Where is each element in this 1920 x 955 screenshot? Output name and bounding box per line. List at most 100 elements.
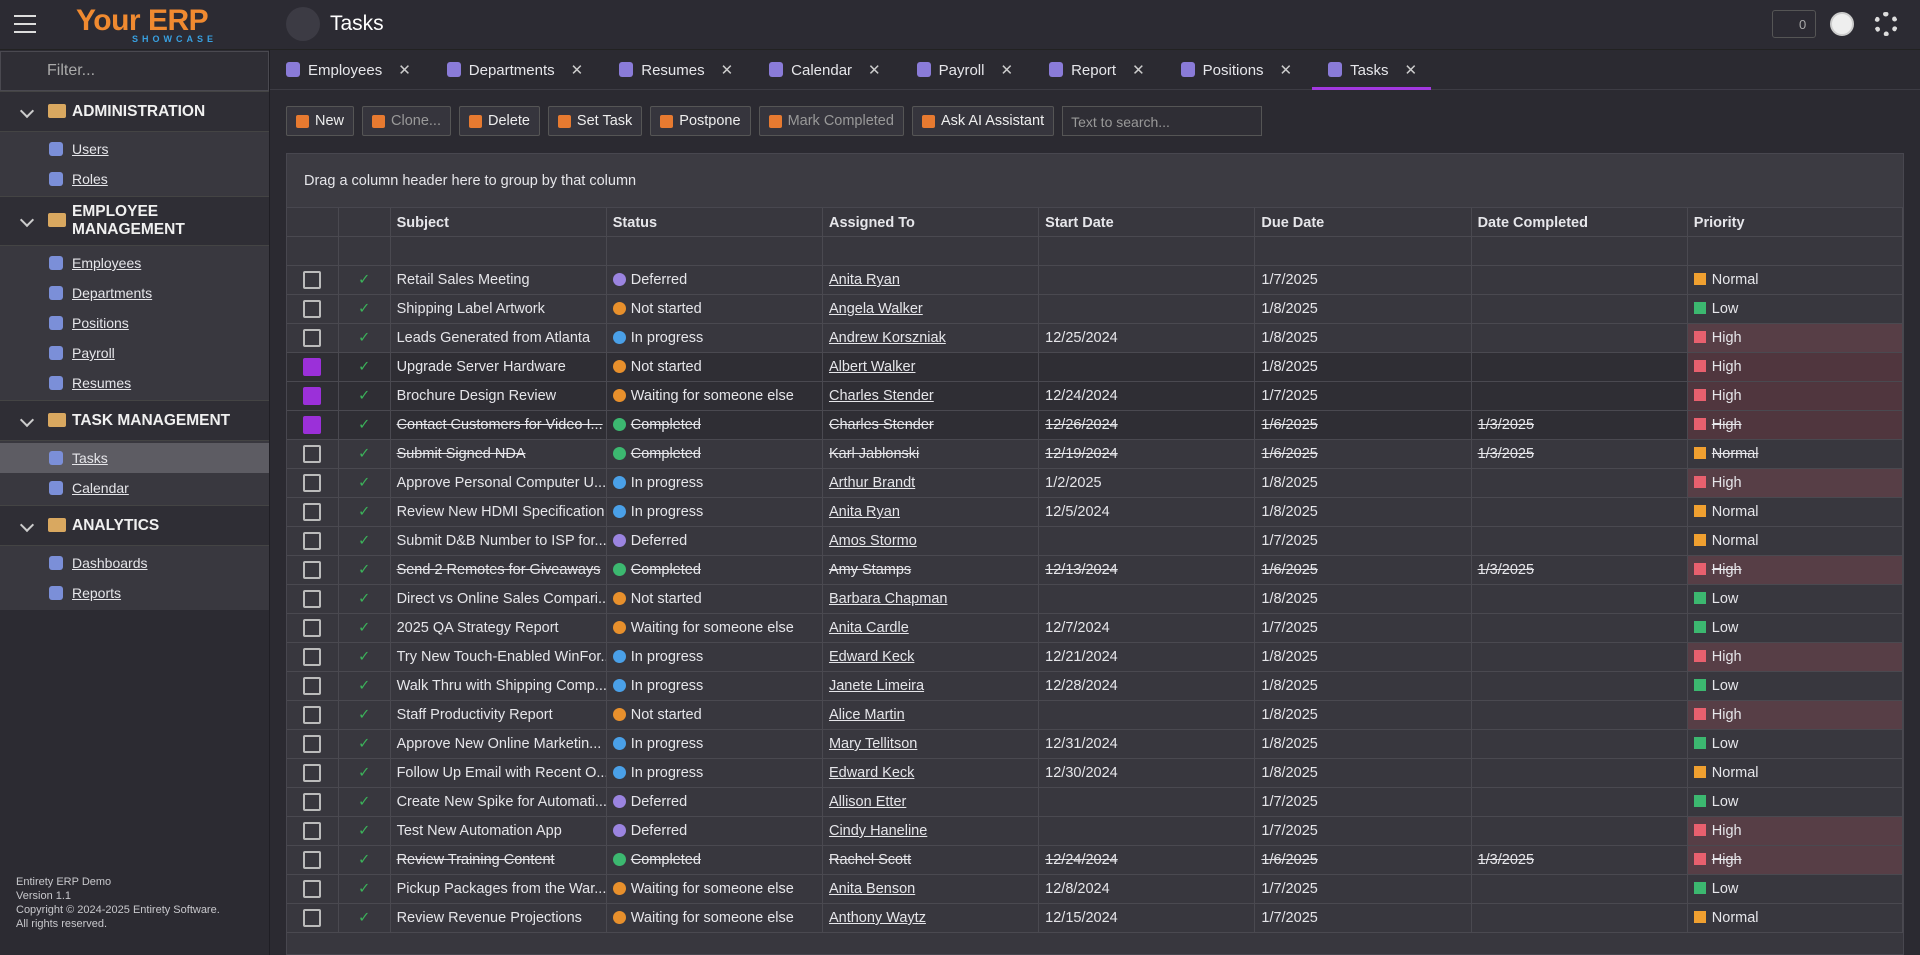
checkbox[interactable] — [303, 416, 322, 434]
nav-item[interactable]: Positions — [0, 308, 269, 338]
checkbox[interactable] — [303, 706, 322, 724]
task-row[interactable]: ✓ Review Revenue Projections Waiting for s… — [287, 904, 1903, 933]
checkbox[interactable] — [303, 648, 322, 666]
cell-text[interactable]: Angela Walker — [828, 301, 923, 317]
nav-group[interactable]: ADMINISTRATION — [0, 91, 269, 131]
column-header[interactable]: Date Completed — [1472, 208, 1688, 236]
cell-text[interactable]: Allison Etter — [828, 794, 907, 810]
task-row[interactable]: ✓ Approve Personal Computer U... In progre… — [287, 469, 1903, 498]
cell-text[interactable]: Anita Ryan — [828, 272, 900, 288]
tab-close[interactable]: ✕ — [1404, 62, 1418, 79]
checkbox[interactable] — [303, 764, 322, 782]
task-row[interactable]: ✓ Staff Productivity Report Not started Ali… — [287, 701, 1903, 730]
cell-text[interactable]: Cindy Haneline — [828, 823, 928, 839]
filter-cell[interactable] — [287, 237, 339, 266]
nav-item[interactable]: Users — [0, 134, 269, 164]
tab-label[interactable]: Calendar — [791, 62, 853, 79]
nav-item[interactable]: Departments — [0, 278, 269, 308]
checkbox[interactable] — [303, 590, 322, 608]
cell-text[interactable]: Mary Tellitson — [828, 736, 918, 752]
tab-close[interactable]: ✕ — [1132, 62, 1145, 79]
task-row[interactable]: ✓ Walk Thru with Shipping Comp... In progr… — [287, 672, 1903, 701]
toolbar-button[interactable]: Delete — [459, 106, 540, 136]
column-header[interactable]: Status — [607, 208, 823, 236]
menu-button[interactable] — [14, 15, 36, 33]
tab-close[interactable]: ✕ — [1000, 62, 1014, 79]
cell-text[interactable]: Amos Stormo — [828, 533, 917, 549]
task-row[interactable]: ✓ 2025 QA Strategy Report Waiting for some… — [287, 614, 1903, 643]
task-row[interactable]: ✓ Leads Generated from Atlanta In progress… — [287, 324, 1903, 353]
nav-group[interactable]: EMPLOYEE MANAGEMENT — [0, 196, 269, 245]
tab-label[interactable]: Resumes — [641, 62, 705, 79]
nav-group[interactable]: ANALYTICS — [0, 505, 269, 545]
toolbar-button[interactable]: Set Task — [547, 106, 643, 136]
nav-item[interactable]: Calendar — [0, 473, 269, 503]
task-row[interactable]: ✓ Review New HDMI Specification In progres… — [287, 498, 1903, 527]
nav-item[interactable]: Dashboards — [0, 548, 269, 578]
cell-text[interactable]: Karl Jablonski — [828, 446, 920, 462]
avatar[interactable] — [1830, 12, 1854, 36]
task-row[interactable]: ✓ Contact Customers for Video I... Complet… — [287, 411, 1903, 440]
checkbox[interactable] — [303, 300, 322, 318]
task-row[interactable]: ✓ Submit Signed NDA Completed Karl Jablonsk… — [287, 440, 1903, 469]
cell-text[interactable]: Andrew Korszniak — [828, 330, 946, 346]
tab-label[interactable]: Tasks — [1350, 62, 1389, 79]
checkbox[interactable] — [303, 358, 322, 376]
cell-text[interactable]: Edward Keck — [828, 765, 915, 781]
cell-text[interactable]: Amy Stamps — [828, 562, 912, 578]
sidebar-filter[interactable]: Filter... — [0, 51, 269, 91]
checkbox[interactable] — [303, 503, 322, 521]
filter-cell[interactable] — [339, 237, 391, 266]
task-row[interactable]: ✓ Brochure Design Review Waiting for someo… — [287, 382, 1903, 411]
column-header[interactable]: Due Date — [1255, 208, 1472, 236]
nav-item[interactable]: Employees — [0, 248, 269, 278]
filter-cell[interactable] — [1039, 237, 1256, 266]
task-row[interactable]: ✓ Direct vs Online Sales Compari... Not st… — [287, 585, 1903, 614]
nav-item[interactable]: Tasks — [0, 443, 269, 473]
task-row[interactable]: ✓ Upgrade Server Hardware Not started Alber… — [287, 353, 1903, 382]
cell-text[interactable]: Alice Martin — [828, 707, 905, 723]
checkbox[interactable] — [303, 851, 322, 869]
checkbox[interactable] — [303, 793, 322, 811]
tab-close[interactable]: ✕ — [868, 62, 881, 79]
checkbox[interactable] — [303, 909, 322, 927]
cell-text[interactable]: Janete Limeira — [828, 678, 925, 694]
checkbox[interactable] — [303, 532, 322, 550]
toolbar-button[interactable]: Ask AI Assistant — [911, 106, 1055, 136]
tab-label[interactable]: Employees — [308, 62, 383, 79]
filter-cell[interactable] — [607, 237, 823, 266]
notifications[interactable]: 0 — [1772, 10, 1816, 38]
column-header[interactable]: Subject — [391, 208, 607, 236]
app-name[interactable]: Your ERP — [76, 4, 209, 37]
task-row[interactable]: ✓ Approve New Online Marketin... In progre… — [287, 730, 1903, 759]
task-row[interactable]: ✓ Try New Touch-Enabled WinFor... In progr… — [287, 643, 1903, 672]
toolbar-button[interactable]: Clone... — [362, 106, 451, 136]
filter-cell[interactable] — [1688, 237, 1903, 266]
filter-cell[interactable] — [823, 237, 1040, 266]
filter-cell[interactable] — [1255, 237, 1472, 266]
tab[interactable]: Calendar ✕ — [753, 50, 894, 90]
checkbox[interactable] — [303, 329, 322, 347]
tab-close[interactable]: ✕ — [570, 62, 584, 79]
task-row[interactable]: ✓ Retail Sales Meeting Deferred Anita Ryan 1… — [287, 266, 1903, 295]
task-row[interactable]: ✓ Submit D&B Number to ISP for... Deferred… — [287, 527, 1903, 556]
task-row[interactable]: ✓ Shipping Label Artwork Not started Angela… — [287, 295, 1903, 324]
tab[interactable]: Employees ✕ — [270, 50, 425, 90]
tab-close[interactable]: ✕ — [398, 62, 411, 79]
tab[interactable]: Positions ✕ — [1165, 50, 1306, 90]
tab-label[interactable]: Positions — [1202, 62, 1264, 79]
search-box[interactable]: Text to search... — [1062, 106, 1263, 136]
task-row[interactable]: ✓ Pickup Packages from the War... Waiting … — [287, 875, 1903, 904]
filter-cell[interactable] — [391, 237, 607, 266]
toolbar-button[interactable]: Postpone — [650, 106, 751, 136]
nav-item[interactable]: Roles — [0, 164, 269, 194]
tab-label[interactable]: Departments — [468, 62, 555, 79]
toolbar-button[interactable]: Mark Completed — [758, 106, 904, 136]
cell-text[interactable]: Anita Cardle — [828, 620, 909, 636]
tab[interactable]: Resumes ✕ — [603, 50, 747, 90]
tab-label[interactable]: Report — [1071, 62, 1117, 79]
nav-item[interactable]: Resumes — [0, 368, 269, 398]
task-row[interactable]: ✓ Send 2 Remotes for Giveaways Completed Am… — [287, 556, 1903, 585]
task-row[interactable]: ✓ Create New Spike for Automati... Deferre… — [287, 788, 1903, 817]
checkbox[interactable] — [303, 619, 322, 637]
